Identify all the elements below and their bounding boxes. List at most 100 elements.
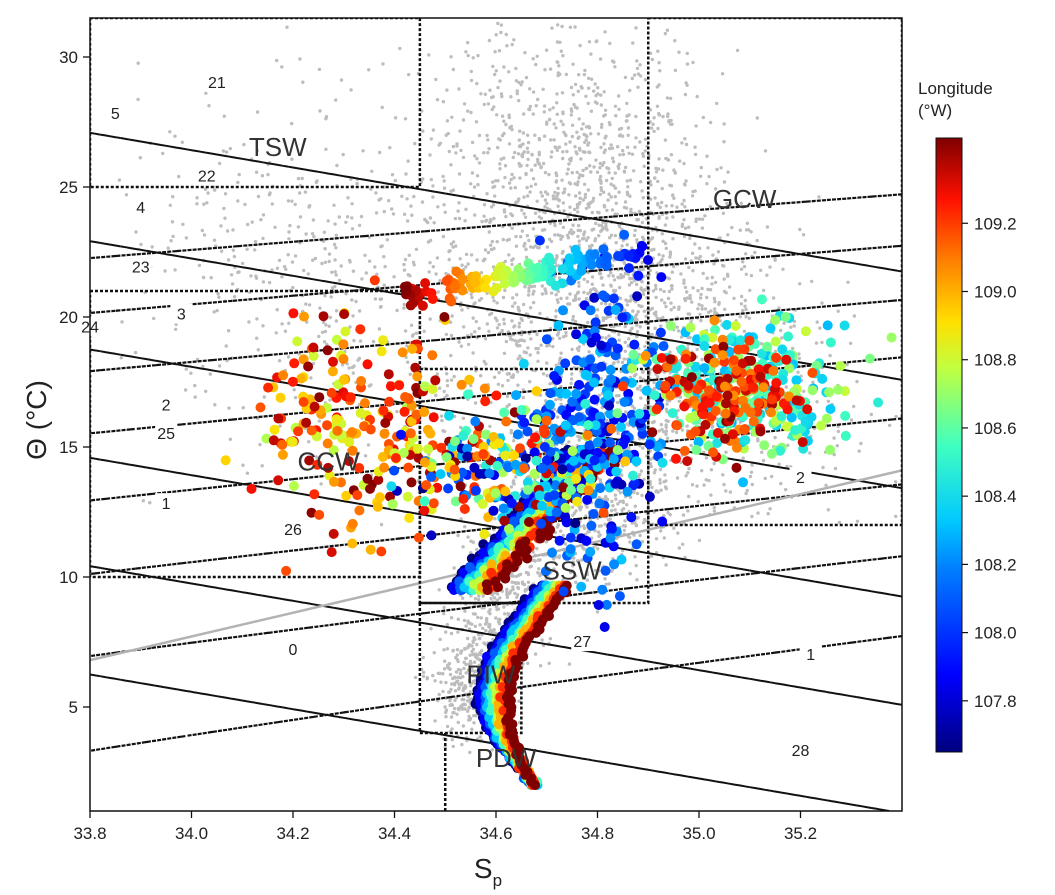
background-point <box>713 307 717 311</box>
background-point <box>722 140 726 144</box>
background-point <box>525 146 530 150</box>
background-point <box>773 435 777 440</box>
background-point <box>184 367 188 371</box>
background-point <box>528 380 532 384</box>
background-point <box>511 481 515 485</box>
background-point <box>722 180 727 184</box>
background-point <box>475 642 479 647</box>
background-point <box>202 233 207 237</box>
background-point <box>695 484 699 488</box>
background-point <box>419 180 423 184</box>
background-point <box>584 297 589 301</box>
background-point <box>610 146 615 150</box>
background-point <box>323 247 327 251</box>
background-point <box>761 458 766 463</box>
background-point <box>690 251 695 255</box>
background-point <box>429 627 433 631</box>
background-point <box>705 182 709 186</box>
background-point <box>598 161 602 166</box>
background-point <box>352 338 356 343</box>
background-point <box>782 321 786 325</box>
background-point <box>654 170 659 174</box>
background-point <box>681 542 685 546</box>
background-point <box>307 205 311 209</box>
background-point <box>367 68 371 72</box>
background-point <box>379 197 383 201</box>
background-point <box>520 338 524 342</box>
background-point <box>598 57 603 61</box>
background-point <box>450 738 454 742</box>
background-point <box>581 122 585 126</box>
background-point <box>270 202 274 206</box>
background-point <box>529 320 533 324</box>
background-point <box>496 382 501 386</box>
background-point <box>381 62 385 66</box>
background-point <box>455 712 459 716</box>
background-point <box>653 196 657 200</box>
background-point <box>596 92 600 96</box>
background-point <box>669 308 673 312</box>
background-point <box>791 346 795 351</box>
background-point <box>625 303 630 307</box>
background-point <box>302 268 306 273</box>
background-point <box>608 303 612 307</box>
background-point <box>270 268 274 272</box>
background-point <box>602 150 606 155</box>
background-point <box>456 533 460 538</box>
background-point <box>569 85 574 90</box>
background-point <box>602 497 607 502</box>
background-point <box>468 659 473 663</box>
background-point <box>624 298 628 302</box>
background-point <box>627 283 632 287</box>
background-point <box>293 254 298 258</box>
background-point <box>492 299 496 303</box>
background-point <box>590 282 594 286</box>
background-point <box>580 127 584 131</box>
background-point <box>599 188 604 192</box>
background-point <box>604 336 608 340</box>
background-point <box>633 555 637 559</box>
background-point <box>652 386 657 391</box>
background-point <box>513 301 517 305</box>
background-point <box>677 546 681 550</box>
background-point <box>450 682 454 686</box>
background-point <box>528 104 533 109</box>
background-point <box>293 202 297 207</box>
background-point <box>315 455 319 459</box>
background-point <box>318 109 322 113</box>
background-point <box>120 320 124 324</box>
background-point <box>473 596 478 601</box>
background-point <box>820 301 824 305</box>
background-point <box>520 80 524 84</box>
background-point <box>781 267 785 271</box>
background-point <box>634 282 639 287</box>
background-point <box>641 152 645 156</box>
background-point <box>476 53 480 58</box>
background-point <box>650 485 654 490</box>
background-point <box>456 617 460 621</box>
background-point <box>721 473 725 477</box>
background-point <box>464 624 468 628</box>
background-point <box>626 344 630 348</box>
background-point <box>650 57 654 62</box>
background-point <box>700 357 704 362</box>
background-point <box>659 324 663 328</box>
background-point <box>608 41 612 46</box>
background-point <box>601 316 605 320</box>
background-point <box>894 414 898 419</box>
background-point <box>887 423 892 428</box>
background-point <box>618 133 623 137</box>
background-point <box>489 205 494 209</box>
background-point <box>575 170 579 174</box>
background-point <box>652 129 656 133</box>
background-point <box>445 119 450 123</box>
background-point <box>636 85 640 89</box>
background-point <box>505 44 509 48</box>
background-point <box>663 138 668 142</box>
background-point <box>659 488 663 492</box>
background-point <box>584 166 588 171</box>
background-point <box>355 181 359 186</box>
background-point <box>721 211 726 215</box>
background-point <box>726 170 730 174</box>
background-point <box>696 289 700 293</box>
